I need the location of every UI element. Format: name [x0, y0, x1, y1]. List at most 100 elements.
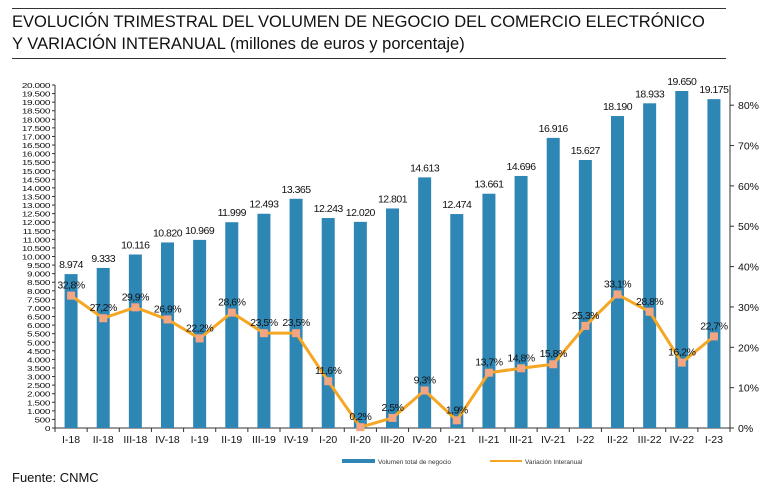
- left-tick-group: 12.500: [22, 210, 51, 218]
- left-tick-group: 6.500: [27, 313, 51, 321]
- left-tick-label: 8.500: [27, 279, 51, 287]
- bar: [418, 177, 432, 428]
- bar: [257, 213, 271, 428]
- left-tick-label: 19.500: [22, 90, 51, 98]
- left-tick-label: 9.000: [27, 270, 51, 278]
- bar: [611, 116, 624, 428]
- bar-value-label: 11.999: [218, 207, 247, 219]
- left-tick-label: 13.500: [22, 193, 51, 201]
- left-tick-group: 16.500: [22, 141, 51, 149]
- left-tick-group: 19.000: [22, 99, 51, 107]
- left-tick-group: 1.000: [27, 407, 51, 415]
- right-tick-label: 40%: [738, 262, 759, 274]
- left-tick-group: 9.000: [27, 270, 51, 278]
- line-value-label: 26,9%: [154, 303, 181, 315]
- left-tick-label: 13.000: [22, 201, 51, 209]
- x-tick-label: II-22: [607, 434, 628, 446]
- bar: [546, 137, 560, 428]
- x-tick-label: IV-22: [670, 434, 695, 446]
- line-marker: [420, 386, 429, 395]
- bar: [578, 159, 592, 428]
- x-tick-label: I-21: [448, 434, 466, 446]
- x-tick-label: IV-18: [155, 434, 180, 446]
- bar-value-label: 12.474: [442, 199, 472, 211]
- left-tick-label: 19.000: [22, 99, 51, 107]
- left-tick-group: 14.500: [22, 176, 51, 184]
- bar-value-label: 12.801: [378, 193, 408, 205]
- left-tick-label: 8.000: [27, 287, 51, 295]
- right-tick-label: 80%: [738, 100, 759, 112]
- left-tick-group: 16.000: [22, 150, 51, 158]
- line-marker: [259, 329, 268, 338]
- right-tick-label: 30%: [738, 302, 759, 314]
- left-tick-label: 10.500: [22, 244, 51, 252]
- bar: [321, 218, 335, 428]
- left-tick-label: 16.500: [22, 141, 51, 149]
- left-tick-label: 6.000: [27, 321, 51, 329]
- left-tick-group: 14.000: [22, 184, 51, 192]
- line-value-label: 28,6%: [218, 297, 245, 309]
- bar: [64, 274, 78, 428]
- left-tick-group: 11.000: [23, 236, 51, 244]
- line-value-label: 0,2%: [349, 411, 371, 423]
- bar-value-label: 12.020: [346, 207, 376, 219]
- line-marker: [324, 377, 333, 386]
- line-value-label: 33,1%: [604, 278, 631, 290]
- line-value-label: 32,8%: [57, 280, 84, 292]
- line-value-label: 14,8%: [507, 352, 534, 364]
- left-tick-label: 3.500: [27, 364, 51, 372]
- left-tick-label: 15.000: [22, 167, 51, 175]
- left-tick-label: 14.500: [22, 176, 51, 184]
- left-tick-group: 18.000: [22, 116, 51, 124]
- x-tick-label: III-22: [638, 434, 662, 446]
- right-tick-label: 70%: [738, 141, 759, 153]
- line-marker: [517, 364, 526, 373]
- left-tick-group: 17.000: [22, 133, 51, 141]
- line-value-label: 1,9%: [446, 404, 468, 416]
- bar-value-label: 10.969: [185, 225, 215, 237]
- x-tick-label: III-21: [509, 434, 533, 446]
- x-tick-label: III-20: [381, 434, 405, 446]
- line-value-label: 27,2%: [90, 302, 117, 314]
- line-marker: [163, 315, 172, 324]
- x-tick-label: II-18: [93, 434, 114, 446]
- left-tick-group: 13.500: [22, 193, 51, 201]
- bar-value-label: 19.175: [699, 84, 729, 96]
- left-tick-group: 13.000: [22, 201, 51, 209]
- line-value-label: 15,8%: [540, 348, 567, 360]
- line-value-label: 2,5%: [382, 402, 404, 414]
- x-tick-label: I-18: [62, 434, 80, 446]
- left-tick-group: 11.500: [23, 227, 51, 235]
- x-tick-label: III-19: [252, 434, 276, 446]
- legend-bar-swatch: [342, 459, 375, 463]
- left-tick-group: 7.500: [27, 296, 51, 304]
- left-tick-label: 16.000: [22, 150, 51, 158]
- left-tick-label: 17.000: [22, 133, 51, 141]
- left-tick-group: 2.500: [27, 382, 51, 390]
- bar: [161, 242, 174, 428]
- bar: [482, 193, 496, 428]
- line-value-label: 22,2%: [186, 322, 213, 334]
- line-value-label: 9,3%: [414, 374, 436, 386]
- bar-value-label: 9.333: [91, 253, 115, 265]
- x-tick-label: I-22: [576, 434, 594, 446]
- right-tick-label: 10%: [738, 383, 759, 395]
- bar-value-label: 19.650: [667, 76, 697, 88]
- left-tick-label: 3.000: [27, 373, 51, 381]
- line-marker: [99, 314, 108, 323]
- line-value-label: 16,2%: [668, 347, 695, 359]
- x-tick-label: IV-20: [412, 434, 437, 446]
- left-tick-group: 20.000: [22, 81, 51, 89]
- line-marker: [677, 358, 686, 367]
- left-tick-group: 8.500: [27, 279, 51, 287]
- bar: [225, 222, 239, 428]
- left-tick-group: 7.000: [27, 304, 51, 312]
- left-tick-group: 15.000: [22, 167, 51, 175]
- left-tick-label: 18.000: [22, 116, 51, 124]
- left-tick-group: 18.500: [22, 107, 51, 115]
- bar: [96, 267, 110, 428]
- left-tick-group: 3.000: [27, 373, 51, 381]
- left-tick-label: 15.500: [22, 159, 51, 167]
- bar: [128, 254, 142, 428]
- left-tick-label: 5.000: [27, 339, 51, 347]
